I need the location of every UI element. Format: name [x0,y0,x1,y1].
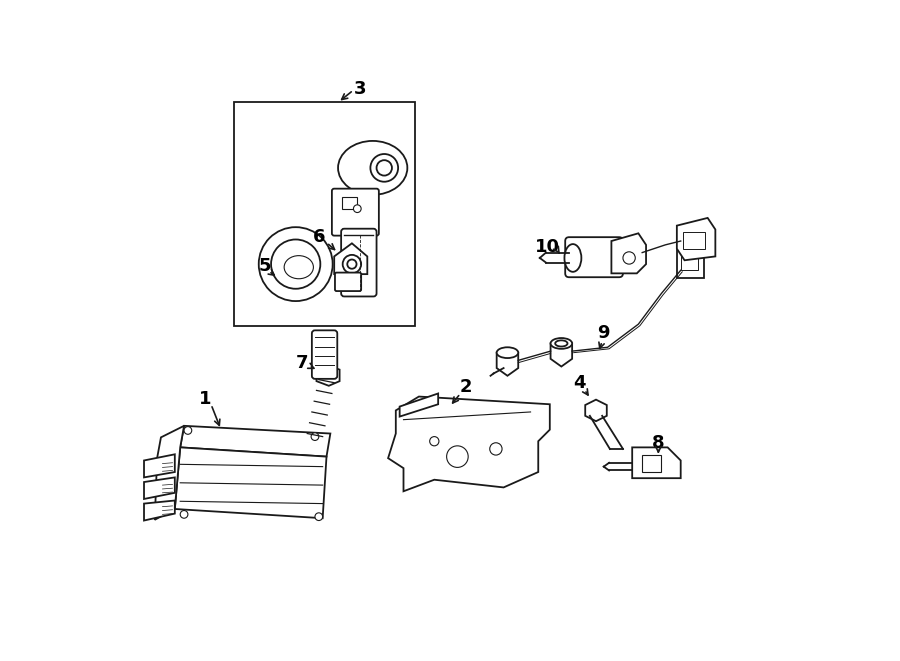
Text: 1: 1 [200,390,212,408]
FancyBboxPatch shape [341,229,376,297]
FancyBboxPatch shape [332,188,379,235]
Circle shape [258,227,333,301]
Bar [342,197,357,209]
Circle shape [184,426,192,434]
Polygon shape [334,243,367,274]
Circle shape [446,446,468,467]
Ellipse shape [497,347,518,358]
Polygon shape [551,344,572,367]
Ellipse shape [551,338,572,349]
FancyBboxPatch shape [335,272,361,291]
Ellipse shape [555,340,568,346]
Polygon shape [388,397,550,491]
Polygon shape [632,447,680,478]
Bar [680,256,698,270]
Ellipse shape [338,141,408,195]
Polygon shape [180,426,330,457]
Polygon shape [144,477,175,499]
Polygon shape [611,233,646,274]
Circle shape [271,239,320,289]
Ellipse shape [564,244,581,272]
Bar [683,232,705,249]
Text: 6: 6 [312,228,325,246]
Text: 2: 2 [460,378,473,397]
Polygon shape [175,447,327,518]
Text: 3: 3 [354,79,366,98]
Polygon shape [144,500,175,520]
Text: 10: 10 [535,238,560,256]
Circle shape [376,160,392,176]
Circle shape [371,154,398,182]
Text: 5: 5 [258,256,271,275]
Bar [234,102,415,326]
Polygon shape [155,426,184,520]
Polygon shape [144,454,175,477]
Text: 7: 7 [295,354,308,371]
FancyBboxPatch shape [312,330,338,379]
Circle shape [623,252,635,264]
Circle shape [429,437,439,446]
Circle shape [490,443,502,455]
Polygon shape [497,353,518,375]
FancyBboxPatch shape [565,237,623,277]
Bar [643,455,662,472]
Circle shape [354,205,361,213]
Circle shape [311,433,319,440]
Polygon shape [317,366,339,386]
Circle shape [315,513,323,520]
Polygon shape [677,218,716,260]
Text: 4: 4 [573,375,586,393]
Text: 8: 8 [652,434,665,451]
Circle shape [343,255,361,274]
Ellipse shape [284,256,313,279]
Polygon shape [677,251,704,278]
Polygon shape [585,400,607,421]
Circle shape [180,510,188,518]
Circle shape [347,260,356,269]
Polygon shape [400,393,438,416]
Text: 9: 9 [598,325,610,342]
